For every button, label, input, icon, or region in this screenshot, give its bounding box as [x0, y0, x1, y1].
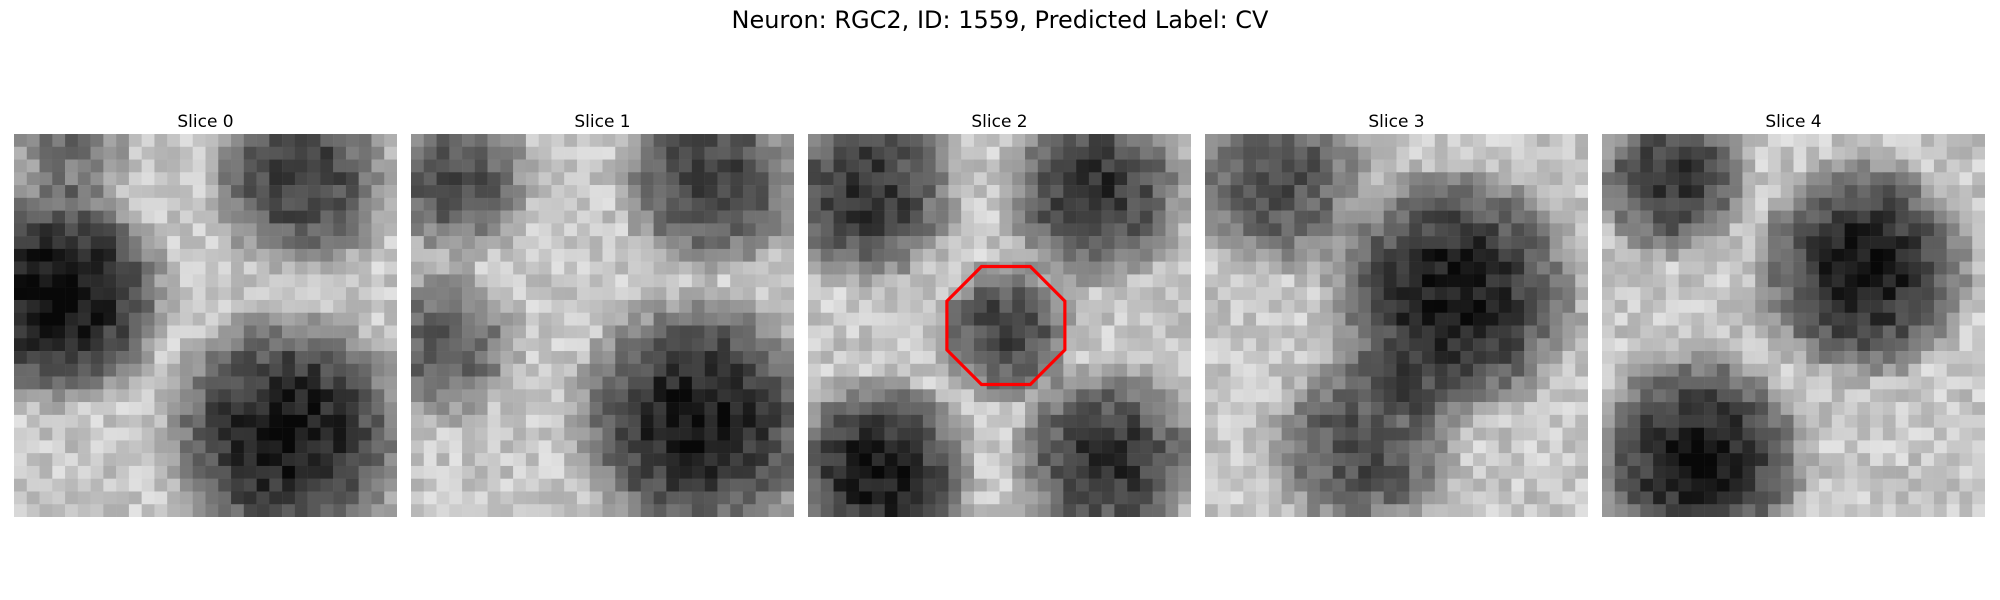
roi-marker-octagon: [945, 264, 1067, 387]
figure-title: Neuron: RGC2, ID: 1559, Predicted Label:…: [731, 6, 1269, 34]
slice-title-1: Slice 1: [574, 112, 631, 132]
slice-title-3: Slice 3: [1368, 112, 1425, 132]
slice-image-4: [1602, 134, 1985, 517]
slice-panel-2: Slice 2: [808, 110, 1191, 517]
slice-image-1: [411, 134, 794, 517]
slice-panel-0: Slice 0: [14, 110, 397, 517]
slice-image-0: [14, 134, 397, 517]
slice-title-4: Slice 4: [1765, 112, 1822, 132]
slice-image-2: [808, 134, 1191, 517]
slice-title-0: Slice 0: [177, 112, 234, 132]
slice-panel-4: Slice 4: [1602, 110, 1985, 517]
slice-panel-1: Slice 1: [411, 110, 794, 517]
slice-title-2: Slice 2: [971, 112, 1028, 132]
slice-panel-3: Slice 3: [1205, 110, 1588, 517]
slice-image-3: [1205, 134, 1588, 517]
